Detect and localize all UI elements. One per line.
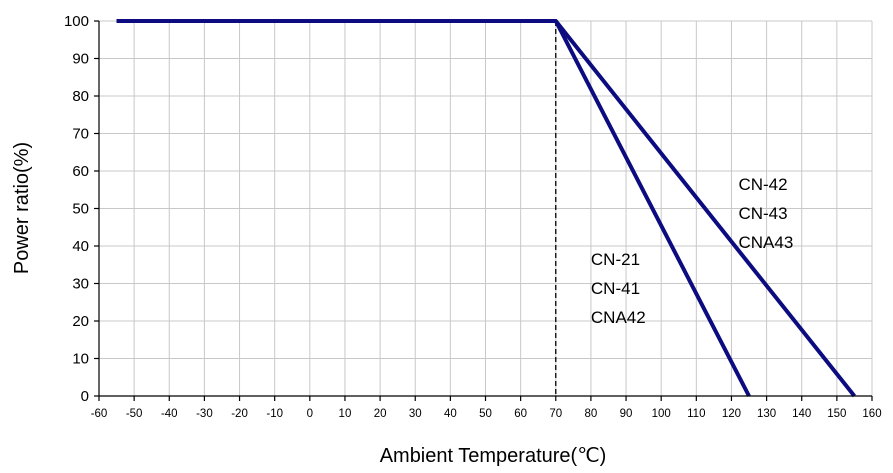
y-tick-label: 0 bbox=[81, 388, 89, 405]
x-tick-label: 140 bbox=[792, 408, 811, 420]
annotation-label: CN-42 bbox=[738, 175, 787, 194]
y-axis-label: Power ratio(%) bbox=[11, 142, 33, 274]
x-tick-label: 90 bbox=[620, 408, 633, 420]
y-tick-label: 40 bbox=[72, 238, 89, 255]
annotation-label: CN-21 bbox=[591, 250, 640, 269]
y-tick-label: 60 bbox=[72, 163, 89, 180]
x-tick-label: 100 bbox=[652, 408, 671, 420]
x-tick-label: 10 bbox=[339, 408, 352, 420]
x-tick-label: 130 bbox=[757, 408, 776, 420]
x-tick-label: -50 bbox=[126, 408, 143, 420]
x-tick-label: 30 bbox=[409, 408, 422, 420]
x-tick-label: 120 bbox=[722, 408, 741, 420]
y-tick-label: 90 bbox=[72, 51, 89, 68]
x-tick-label: 20 bbox=[374, 408, 387, 420]
annotation-label: CN-43 bbox=[738, 204, 787, 223]
annotation-label: CN-41 bbox=[591, 279, 640, 298]
y-tick-label: 100 bbox=[64, 13, 89, 30]
axes bbox=[94, 20, 873, 401]
y-tick-label: 70 bbox=[72, 126, 89, 143]
x-tick-label: 110 bbox=[687, 408, 705, 420]
y-tick-label: 80 bbox=[72, 88, 89, 105]
x-tick-label: 80 bbox=[585, 408, 598, 420]
series-line-2 bbox=[116, 19, 856, 398]
x-tick-label: 60 bbox=[514, 408, 527, 420]
x-tick-labels: -60 -50 -40 -30 -20 -10 0 10 20 30 40 50 60 70 80 90 100… bbox=[91, 408, 882, 420]
x-tick-label: 160 bbox=[862, 408, 881, 420]
x-tick-label: -30 bbox=[196, 408, 213, 420]
x-tick-label: -20 bbox=[231, 408, 248, 420]
x-axis-label: Ambient Temperature(℃) bbox=[380, 445, 607, 467]
x-tick-label: -60 bbox=[91, 408, 108, 420]
x-tick-label: 50 bbox=[479, 408, 492, 420]
y-tick-label: 50 bbox=[72, 201, 89, 218]
x-tick-label: 40 bbox=[444, 408, 457, 420]
y-tick-label: 30 bbox=[72, 276, 89, 293]
x-tick-label: -40 bbox=[161, 408, 178, 420]
x-tick-label: -10 bbox=[266, 408, 283, 420]
x-tick-label: 70 bbox=[549, 408, 562, 420]
annotations: CN-21 CN-41 CNA42 CN-42 CN-43 CNA43 bbox=[591, 175, 793, 327]
x-tick-label: 0 bbox=[307, 408, 313, 420]
y-tick-label: 20 bbox=[72, 313, 89, 330]
series-group bbox=[116, 19, 856, 398]
annotation-label: CNA43 bbox=[738, 233, 793, 252]
x-tick-label: 150 bbox=[827, 408, 846, 420]
y-tick-labels: 0 10 20 30 40 50 60 70 80 90 100 bbox=[64, 13, 89, 405]
y-tick-label: 10 bbox=[72, 351, 89, 368]
annotation-label: CNA42 bbox=[591, 308, 646, 327]
